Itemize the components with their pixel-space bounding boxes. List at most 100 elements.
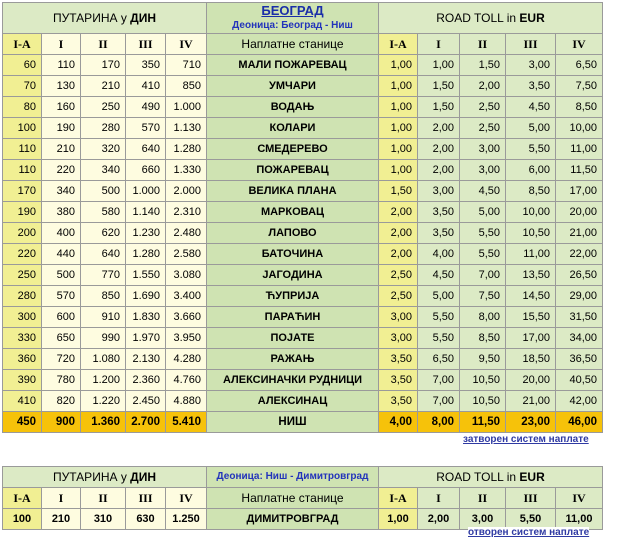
eur-cell: 2,00	[417, 159, 460, 181]
eur-cell: 5,00	[417, 285, 460, 307]
eur-cell: 17,00	[505, 327, 556, 349]
din-cell: 1.000	[125, 180, 166, 202]
table-row: 410 820 1.220 2.450 4.880 АЛЕКСИНАЦ 3,50 7,00 10…	[2, 390, 603, 412]
din-cell: 100	[2, 508, 42, 530]
din-cell: 330	[2, 327, 42, 349]
din-cell: 340	[80, 159, 126, 181]
din-cell: 300	[2, 306, 42, 328]
din-cell: 1.970	[125, 327, 166, 349]
eur-cell: 7,00	[459, 264, 506, 286]
din-cell: 2.480	[165, 222, 207, 244]
col-header-i: I	[41, 487, 81, 509]
din-cell: 630	[125, 508, 166, 530]
eur-cell: 10,00	[505, 201, 556, 223]
eur-cell: 1,50	[459, 54, 506, 76]
col-header-iii: III	[125, 33, 166, 55]
eur-cell: 2,00	[417, 117, 460, 139]
eur-caption-text: ROAD TOLL in	[436, 11, 520, 25]
eur-cell: 20,00	[505, 369, 556, 391]
din-cell: 1.550	[125, 264, 166, 286]
eur-cell: 3,50	[505, 75, 556, 97]
col-header-ii: II	[80, 487, 126, 509]
station-name: ВЕЛИКА ПЛАНА	[206, 180, 379, 202]
col-header-i: I	[41, 33, 81, 55]
eur-cell: 3,50	[378, 348, 418, 370]
din-cell: 210	[41, 508, 81, 530]
din-cell: 280	[80, 117, 126, 139]
eur-cell: 10,50	[459, 390, 506, 412]
station-name: ДИМИТРОВГРАД	[206, 508, 379, 530]
din-cell: 1.000	[165, 96, 207, 118]
table-row: 110 220 340 660 1.330 ПОЖАРЕВАЦ 1,00 2,00 3,00 6,…	[2, 159, 603, 181]
din-cell: 850	[165, 75, 207, 97]
din-cell: 2.360	[125, 369, 166, 391]
table-row: 100 210 310 630 1.250 ДИМИТРОВГРАД 1,00 …	[2, 508, 603, 530]
eur-cell: 8,50	[505, 180, 556, 202]
eur-cell: 26,50	[555, 264, 603, 286]
din-cell: 820	[41, 390, 81, 412]
eur-cell: 3,00	[378, 327, 418, 349]
station-name: РАЖАЊ	[206, 348, 379, 370]
din-cell: 570	[125, 117, 166, 139]
din-cell: 500	[41, 264, 81, 286]
eur-cell: 1,00	[378, 54, 418, 76]
eur-cell: 34,00	[555, 327, 603, 349]
din-cell: 250	[80, 96, 126, 118]
station-name: ПОЈАТЕ	[206, 327, 379, 349]
eur-cell: 1,00	[378, 508, 418, 530]
closed-system-link[interactable]: затворен систем наплате	[463, 434, 589, 445]
eur-cell: 5,50	[459, 222, 506, 244]
eur-cell: 14,50	[505, 285, 556, 307]
din-cell: 570	[41, 285, 81, 307]
station-name: ЈАГОДИНА	[206, 264, 379, 286]
din-cell: 190	[2, 201, 42, 223]
din-cell: 910	[80, 306, 126, 328]
section-subtitle: Деоница: Ниш - Димитровград	[206, 466, 379, 488]
station-name: ПОЖАРЕВАЦ	[206, 159, 379, 181]
eur-cell: 42,00	[555, 390, 603, 412]
eur-cell: 3,50	[417, 222, 460, 244]
eur-cell: 22,00	[555, 243, 603, 265]
table-row: 190 380 580 1.140 2.310 МАРКОВАЦ 2,00 3,50 5,00 1…	[2, 201, 603, 223]
din-cell: 1.220	[80, 390, 126, 412]
din-cell: 360	[2, 348, 42, 370]
din-cell: 210	[41, 138, 81, 160]
din-cell: 580	[80, 201, 126, 223]
din-cell: 190	[41, 117, 81, 139]
eur-cell: 2,00	[459, 75, 506, 97]
din-cell: 4.760	[165, 369, 207, 391]
eur-cell: 11,50	[459, 411, 506, 433]
eur-cell: 5,50	[417, 306, 460, 328]
table-row: 360 720 1.080 2.130 4.280 РАЖАЊ 3,50 6,50 9,50 18…	[2, 348, 603, 370]
din-cell: 720	[41, 348, 81, 370]
din-cell: 3.080	[165, 264, 207, 286]
table-row: 110 210 320 640 1.280 СМЕДЕРЕВО 1,00 2,00 3,00 5,…	[2, 138, 603, 160]
din-cell: 3.400	[165, 285, 207, 307]
din-cell: 60	[2, 54, 42, 76]
eur-col-header-iii: III	[505, 487, 556, 509]
eur-currency: EUR	[519, 470, 545, 484]
eur-cell: 9,50	[459, 348, 506, 370]
din-cell: 250	[2, 264, 42, 286]
eur-cell: 1,00	[378, 96, 418, 118]
din-cell: 490	[125, 96, 166, 118]
din-cell: 1.280	[165, 138, 207, 160]
eur-col-header-ii: II	[459, 33, 506, 55]
eur-cell: 2,50	[459, 96, 506, 118]
din-cell: 210	[80, 75, 126, 97]
din-cell: 2.000	[165, 180, 207, 202]
din-cell: 110	[41, 54, 81, 76]
eur-cell: 7,50	[459, 285, 506, 307]
din-cell: 2.700	[125, 411, 166, 433]
eur-cell: 3,50	[378, 390, 418, 412]
din-cell: 390	[2, 369, 42, 391]
din-cell: 100	[2, 117, 42, 139]
eur-cell: 5,50	[417, 327, 460, 349]
din-cell: 2.130	[125, 348, 166, 370]
open-system-link[interactable]: отворен систем наплате	[468, 527, 590, 538]
din-cell: 400	[41, 222, 81, 244]
eur-cell: 2,00	[378, 222, 418, 244]
eur-cell: 3,00	[417, 180, 460, 202]
din-cell: 440	[41, 243, 81, 265]
din-cell: 1.230	[125, 222, 166, 244]
